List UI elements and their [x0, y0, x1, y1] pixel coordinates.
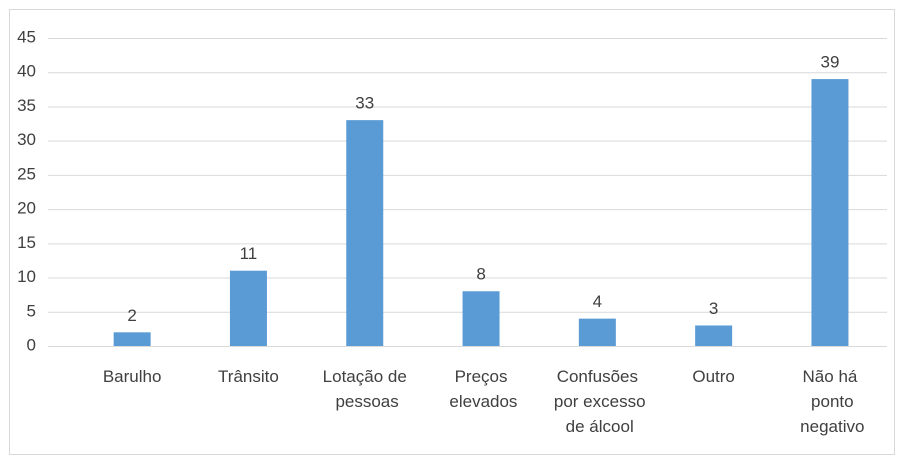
- y-tick-label: 0: [27, 335, 36, 354]
- x-tick-label: Barulho: [103, 367, 162, 386]
- bar: [578, 318, 616, 346]
- data-label: 8: [476, 265, 485, 284]
- y-tick-label: 20: [17, 199, 36, 218]
- x-tick-label: Preços elevados: [445, 367, 518, 411]
- x-tick-label: Confusões por excesso de álcool: [549, 367, 645, 436]
- data-label: 4: [593, 292, 602, 311]
- data-label: 2: [127, 306, 136, 325]
- y-tick-label: 5: [27, 301, 36, 320]
- bar: [695, 325, 733, 346]
- y-tick-label: 40: [17, 62, 36, 81]
- x-tick-label: Não há ponto negativo: [795, 367, 864, 436]
- bar: [811, 79, 849, 347]
- bar: [229, 270, 267, 346]
- data-label: 39: [820, 53, 839, 72]
- bar: [462, 291, 500, 346]
- y-tick-label: 15: [17, 233, 36, 252]
- chart-border: [9, 9, 895, 455]
- y-tick-label: 30: [17, 130, 36, 149]
- x-tick-label: Outro: [692, 367, 735, 386]
- x-tick-label: Lotação de pessoas: [323, 367, 407, 411]
- y-tick-label: 35: [17, 96, 36, 115]
- y-tick-label: 45: [17, 27, 36, 46]
- data-label: 3: [709, 299, 718, 318]
- y-tick-label: 10: [17, 267, 36, 286]
- data-label: 33: [355, 94, 374, 113]
- bar: [346, 120, 384, 346]
- x-tick-label: Trânsito: [218, 367, 279, 386]
- data-label: 11: [240, 244, 258, 263]
- y-tick-label: 25: [17, 164, 36, 183]
- bar: [113, 332, 151, 346]
